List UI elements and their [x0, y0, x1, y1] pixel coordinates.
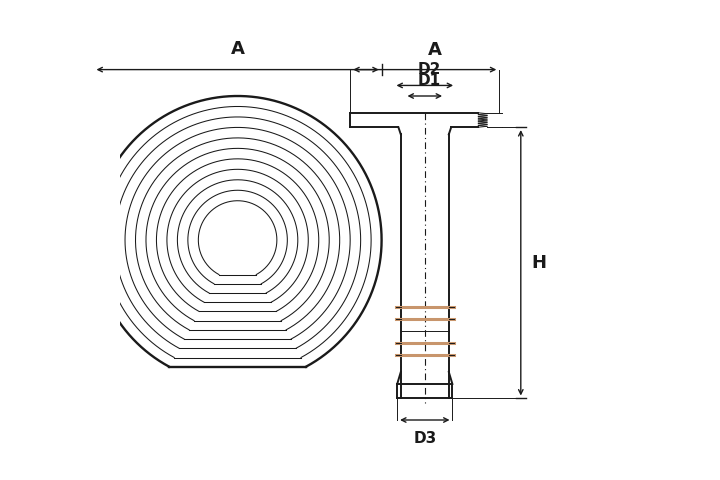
Text: D1: D1: [418, 73, 441, 88]
Text: A: A: [230, 40, 245, 58]
Text: D2: D2: [418, 62, 441, 77]
Text: D3: D3: [413, 431, 436, 445]
Text: H: H: [531, 254, 546, 272]
Text: A: A: [428, 41, 441, 59]
